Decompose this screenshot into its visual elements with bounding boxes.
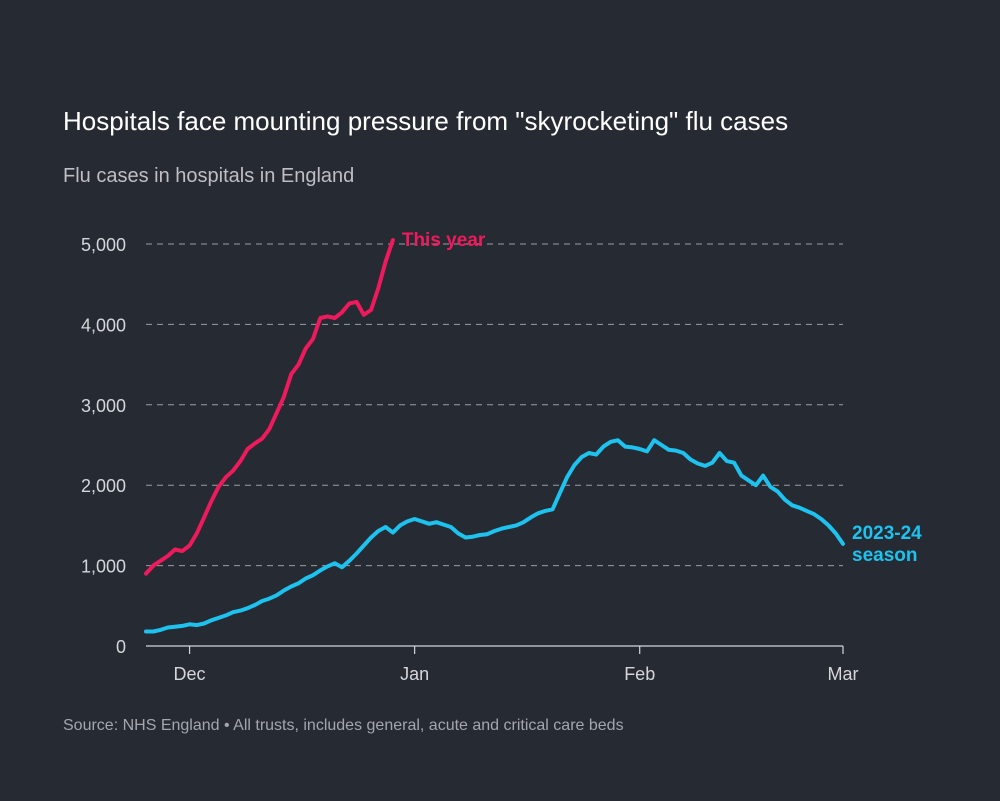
y-tick-label: 2,000 (81, 476, 126, 496)
series-label-1: 2023-24 season (852, 523, 922, 566)
y-tick-label: 0 (116, 637, 126, 657)
series-label-line: 2023-24 (852, 523, 922, 544)
series-label-line: This year (402, 230, 486, 251)
x-tick-label: Dec (174, 664, 206, 684)
series-label-line: season (852, 545, 917, 566)
y-tick-label: 3,000 (81, 396, 126, 416)
gridlines (146, 243, 843, 567)
y-tick-label: 5,000 (81, 235, 126, 255)
x-tick-label: Feb (624, 664, 655, 684)
x-tick-label: Jan (400, 664, 429, 684)
series-line-1 (144, 438, 845, 634)
y-tick-label: 4,000 (81, 315, 126, 335)
series-line-0 (144, 238, 395, 576)
series-label-0: This year (402, 230, 486, 251)
series-labels: This year 2023-24 season (402, 230, 922, 566)
chart-title: Hospitals face mounting pressure from "s… (63, 106, 789, 136)
axes: 0 1,000 2,000 3,000 4,000 5,000 Dec Jan Feb Mar (81, 235, 859, 684)
chart-subtitle: Flu cases in hospitals in England (63, 165, 355, 187)
y-tick-label: 1,000 (81, 557, 126, 577)
x-tick-label: Mar (828, 664, 859, 684)
source-note: Source: NHS England • All trusts, includ… (63, 717, 624, 734)
series-lines (144, 238, 845, 634)
